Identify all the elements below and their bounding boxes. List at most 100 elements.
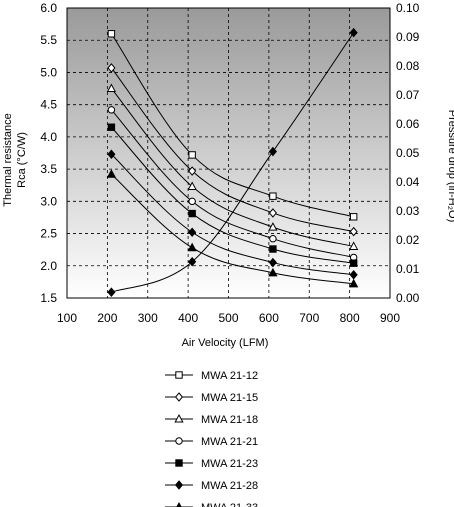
series-point: [188, 197, 196, 206]
series-line: [111, 67, 354, 233]
y2-tick-labels: 0.00 0.01 0.02 0.03 0.04 0.05 0.06 0.07 0.08 0.09…: [396, 1, 420, 305]
y-tick-label: 2.0: [40, 259, 57, 273]
x-tick-label: 500: [218, 311, 238, 325]
y2-tick-label: 0.04: [396, 175, 420, 189]
series-line: [111, 88, 354, 247]
legend-label: MWA 21-28: [201, 480, 258, 492]
y2-axis-title: Pressure drop (in-H₂O): [446, 110, 454, 222]
legend-marker: [175, 371, 183, 379]
series-point: [188, 227, 197, 238]
legend-item: MWA 21-33: [165, 501, 258, 507]
pressure-point: [268, 146, 277, 157]
series-point: [107, 149, 116, 160]
legend-item: MWA 21-15: [165, 392, 258, 404]
y-axis-title-line2: Rca (°C/W): [16, 132, 28, 188]
x-tick-label: 300: [138, 311, 158, 325]
y-tick-label: 3.0: [40, 194, 57, 208]
x-axis-title: Air Velocity (LFM): [182, 337, 269, 349]
y-tick-label: 3.5: [40, 162, 57, 176]
x-tick-label: 100: [57, 311, 77, 325]
y2-tick-label: 0.00: [396, 291, 420, 305]
y-tick-label: 1.5: [40, 291, 57, 305]
series-1: [107, 30, 358, 221]
x-tick-label: 700: [299, 311, 319, 325]
pressure-point: [107, 287, 116, 297]
series-point: [268, 222, 278, 231]
series-line: [111, 173, 354, 285]
y2-tick-label: 0.06: [396, 117, 420, 131]
x-tick-label: 200: [97, 311, 117, 325]
legend-item: MWA 21-28: [165, 480, 258, 492]
legend-marker: [175, 459, 183, 467]
series-point: [349, 241, 359, 250]
legend-item: MWA 21-12: [165, 370, 258, 382]
series-point: [349, 259, 358, 267]
legend-item: MWA 21-18: [165, 413, 258, 426]
series-line: [111, 109, 354, 258]
legend-marker: [174, 392, 184, 402]
y-tick-label: 4.0: [40, 130, 57, 144]
series-point: [349, 226, 358, 237]
legend-label: MWA 21-12: [201, 370, 258, 382]
legend-item: MWA 21-23: [165, 458, 258, 470]
y2-tick-label: 0.10: [396, 1, 420, 15]
legend-label: MWA 21-33: [201, 502, 258, 507]
legend-label: MWA 21-23: [201, 458, 258, 470]
pressure-point: [188, 256, 197, 267]
series-layer: [106, 30, 359, 288]
x-tick-labels: 100 200 300 400 500 600 700 800 900: [57, 311, 400, 325]
y-tick-label: 6.0: [40, 1, 57, 15]
series-point: [269, 245, 277, 253]
series-5: [107, 123, 358, 267]
y2-tick-label: 0.03: [396, 204, 420, 218]
series-7: [106, 169, 359, 288]
series-line: [111, 153, 354, 276]
series-point: [188, 166, 197, 176]
series-point: [268, 267, 278, 277]
legend-marker: [176, 501, 182, 507]
series-point: [187, 242, 197, 252]
legend-label: MWA 21-18: [201, 414, 258, 426]
y2-tick-label: 0.01: [396, 262, 420, 276]
series-line: [111, 126, 354, 264]
legend-marker: [174, 413, 184, 423]
pressure-line: [111, 32, 355, 293]
series-point: [268, 257, 277, 268]
series-2: [107, 63, 358, 237]
pressure-series: [107, 27, 358, 297]
series-point: [268, 208, 277, 218]
legend-marker: [175, 437, 183, 445]
x-tick-label: 400: [178, 311, 198, 325]
series-point: [107, 123, 116, 131]
legend: MWA 21-12 MWA 21-15 MWA 21-18 MWA 21-21 MWA …: [165, 370, 258, 507]
y2-tick-label: 0.05: [396, 146, 420, 160]
y-tick-label: 2.5: [40, 227, 57, 241]
series-point: [269, 192, 277, 200]
y2-tick-label: 0.09: [396, 30, 420, 44]
x-tick-label: 900: [380, 311, 400, 325]
series-point: [107, 63, 116, 73]
legend-marker: [174, 480, 184, 490]
y-tick-label: 5.0: [40, 65, 57, 79]
y2-tick-label: 0.07: [396, 88, 420, 102]
x-tick-label: 800: [340, 311, 360, 325]
y-axis-title-line1: Thermal resistance: [2, 113, 14, 207]
series-point: [107, 30, 116, 38]
y-tick-label: 5.5: [40, 33, 57, 47]
series-point: [269, 235, 277, 243]
series-point: [187, 181, 197, 191]
legend-item: MWA 21-21: [165, 436, 258, 448]
series-line: [110, 33, 354, 218]
y-tick-labels: 1.5 2.0 2.5 3.0 3.5 4.0 4.5 5.0 5.5 6.0: [40, 1, 57, 305]
series-point: [188, 209, 196, 218]
series-point: [188, 151, 196, 159]
series-point: [349, 213, 358, 221]
series-3: [106, 83, 359, 250]
series-point: [106, 169, 117, 178]
series-6: [107, 149, 358, 280]
legend-label: MWA 21-15: [201, 392, 258, 404]
legend-label: MWA 21-21: [201, 436, 258, 448]
y-tick-label: 4.5: [40, 98, 57, 112]
series-point: [107, 106, 116, 114]
